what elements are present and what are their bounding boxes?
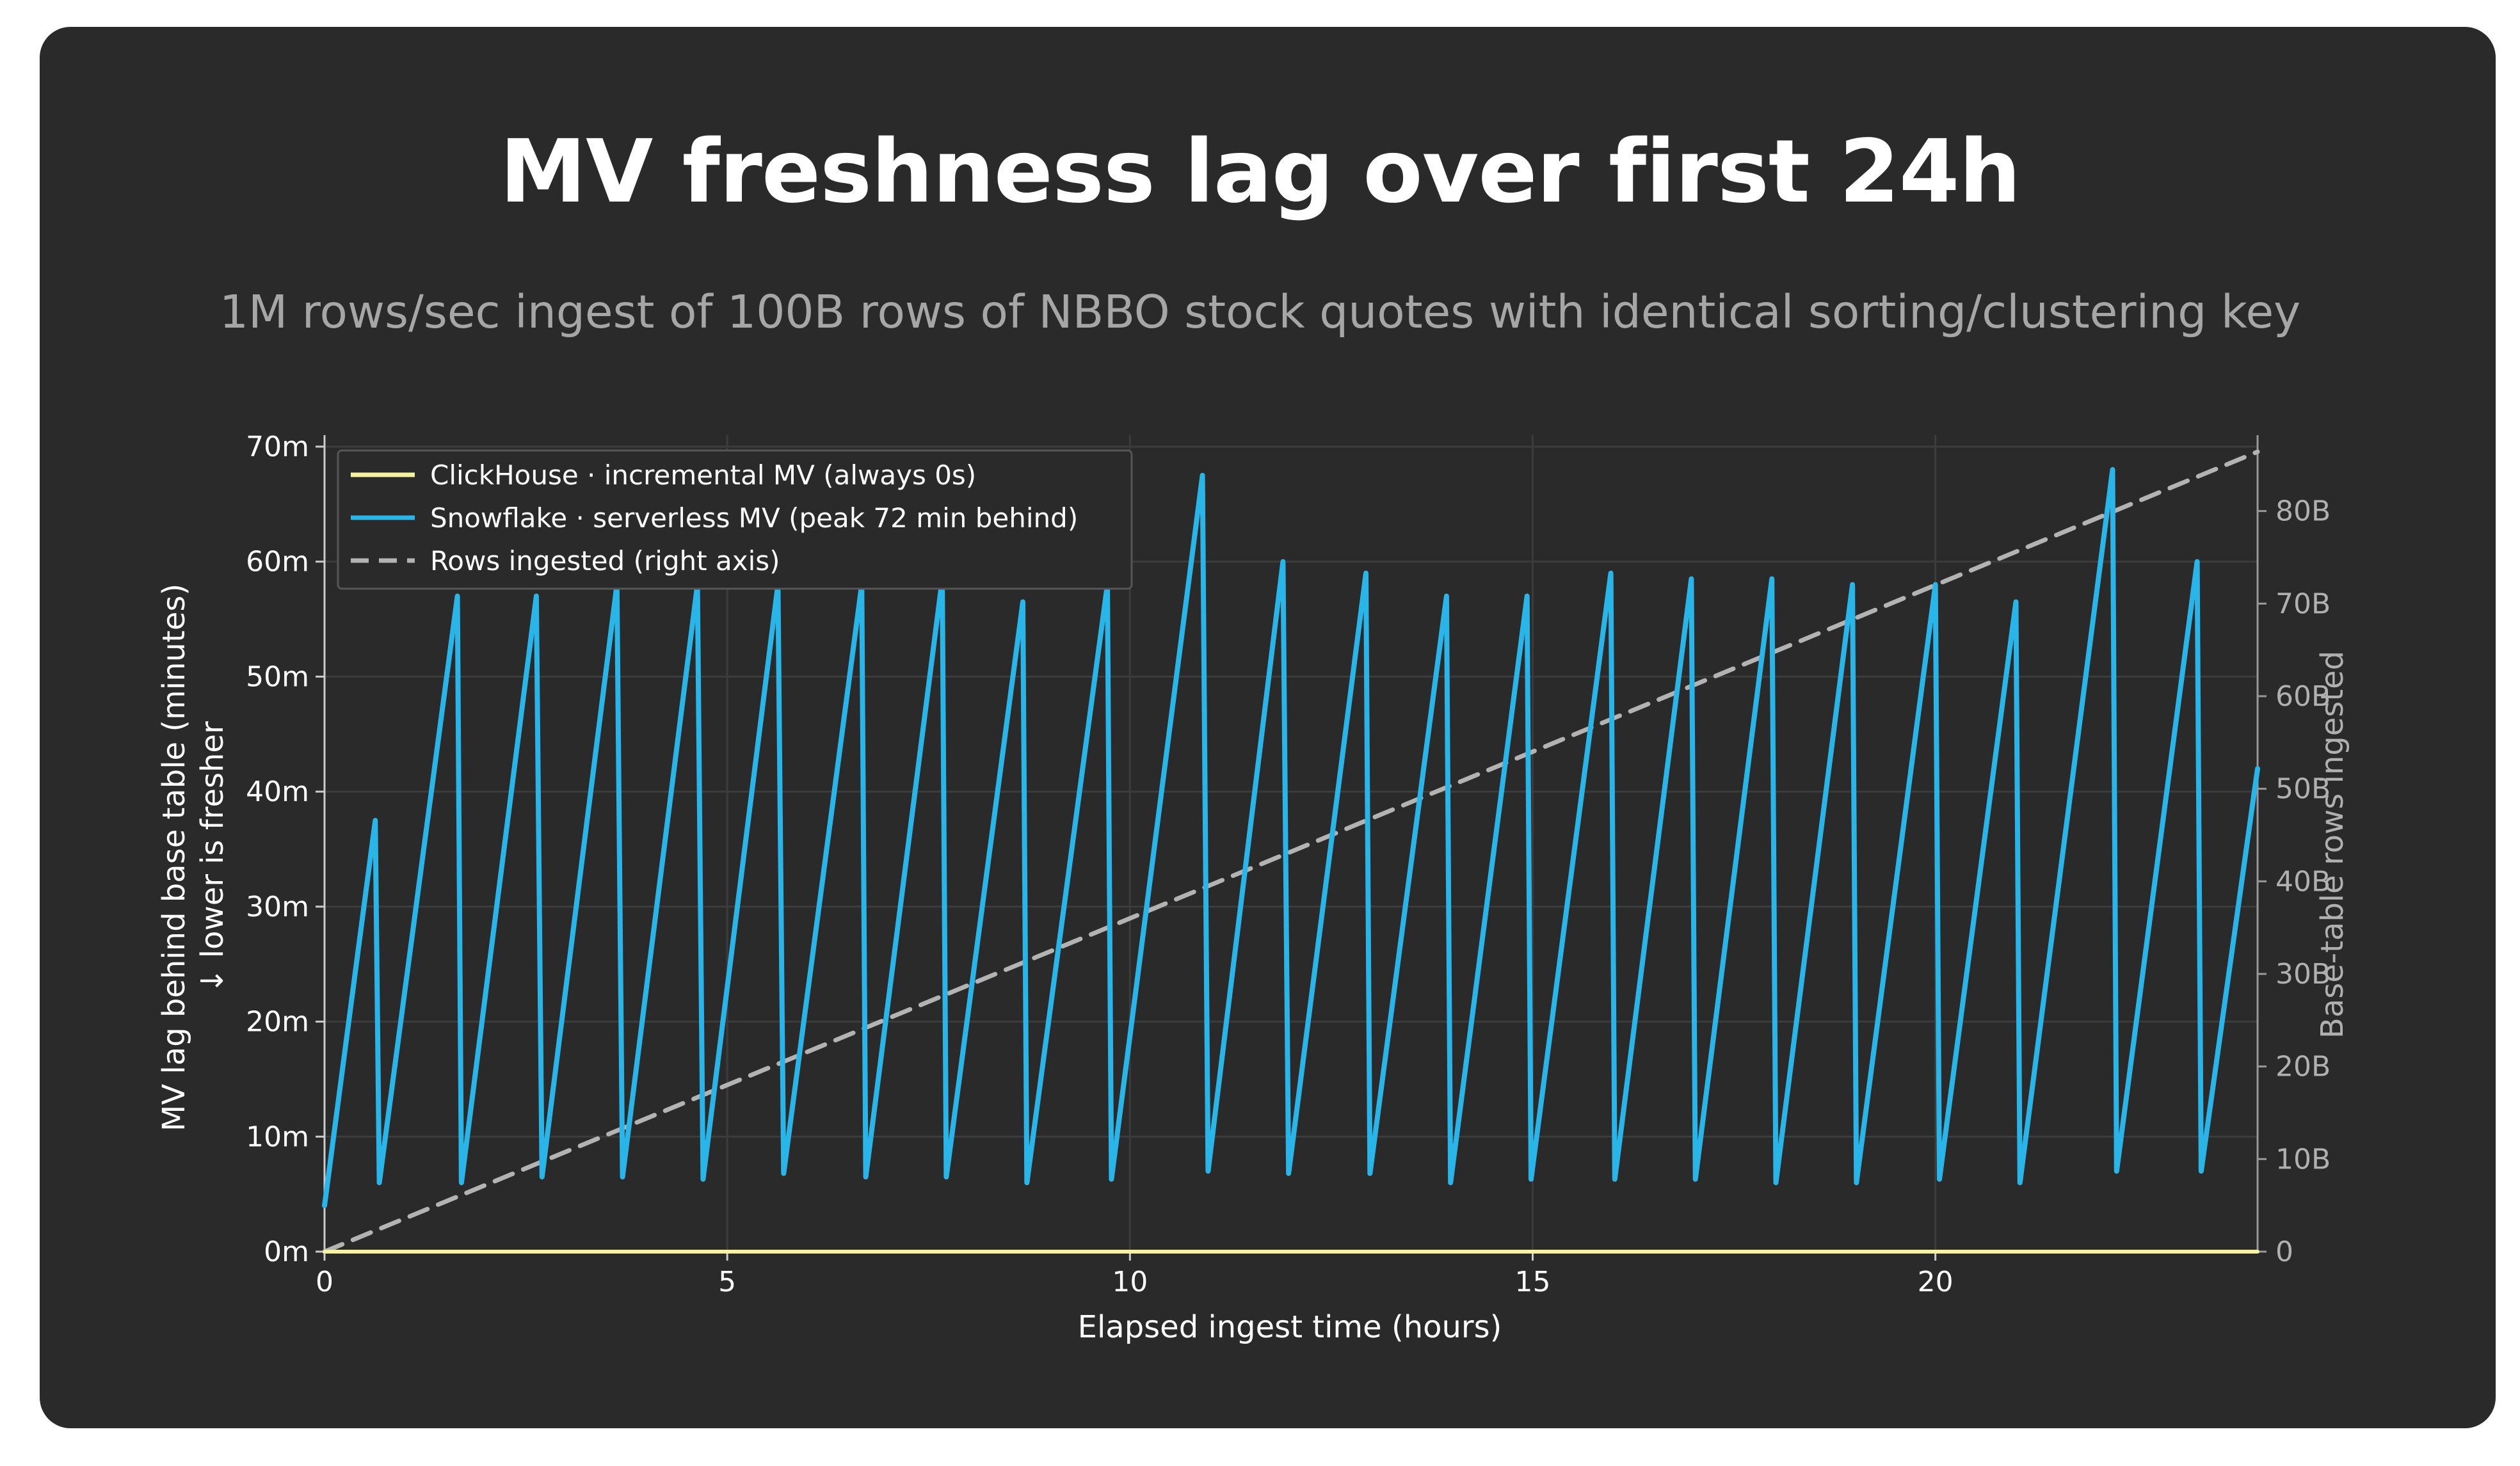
x-tick-label: 5 [718,1266,736,1298]
y-tick-label: 30m [246,891,309,923]
x-tick-label: 20 [1918,1266,1954,1298]
legend-label-clickhouse: ClickHouse · incremental MV (always 0s) [430,459,976,491]
legend: ClickHouse · incremental MV (always 0s) … [337,449,1133,590]
legend-label-rows: Rows ingested (right axis) [430,545,780,577]
x-tick-label: 10 [1112,1266,1148,1298]
y2-tick-label: 10B [2275,1143,2331,1175]
chart-card [40,27,2496,1428]
chart-subtitle: 1M rows/sec ingest of 100B rows of NBBO … [219,285,2301,339]
y2-tick-label: 70B [2275,587,2331,620]
y2-axis-label: Base-table rows ingested [2315,651,2350,1039]
snowflake-line [322,466,2260,1209]
legend-label-snowflake: Snowflake · serverless MV (peak 72 min b… [430,502,1078,534]
rows-ingested-line [322,449,2260,1254]
y2-tick-label: 60B [2275,680,2331,713]
legend-box [337,449,1133,590]
chart-title: MV freshness lag over first 24h [499,122,2021,223]
y2-tick-label: 20B [2275,1051,2331,1083]
y2-tick-label: 0 [2275,1236,2293,1268]
y-tick-label: 50m [246,660,309,693]
x-axis-label: Elapsed ingest time (hours) [1078,1309,1502,1345]
x-tick-label: 0 [316,1266,333,1298]
y-tick-label: 10m [246,1120,309,1153]
series-layer [322,449,2260,1254]
y-tick-label: 70m [246,431,309,463]
tick-labels: 0m 10m 20m 30m 40m 50m 60m 70m 0 5 10 15 20 0 10B 20B 30… [246,431,2331,1298]
y-axis-sublabel: ↓ lower is fresher [195,721,230,994]
y2-tick-label: 30B [2275,958,2331,991]
x-tick-label: 15 [1515,1266,1551,1298]
y2-tick-label: 40B [2275,865,2331,898]
y2-tick-label: 50B [2275,773,2331,806]
y-tick-label: 60m [246,546,309,578]
y-axis-label: MV lag behind base table (minutes) [156,584,192,1131]
y-tick-label: 20m [246,1006,309,1039]
y-tick-label: 40m [246,776,309,808]
y-tick-label: 0m [264,1236,309,1268]
y2-tick-label: 80B [2275,495,2331,528]
